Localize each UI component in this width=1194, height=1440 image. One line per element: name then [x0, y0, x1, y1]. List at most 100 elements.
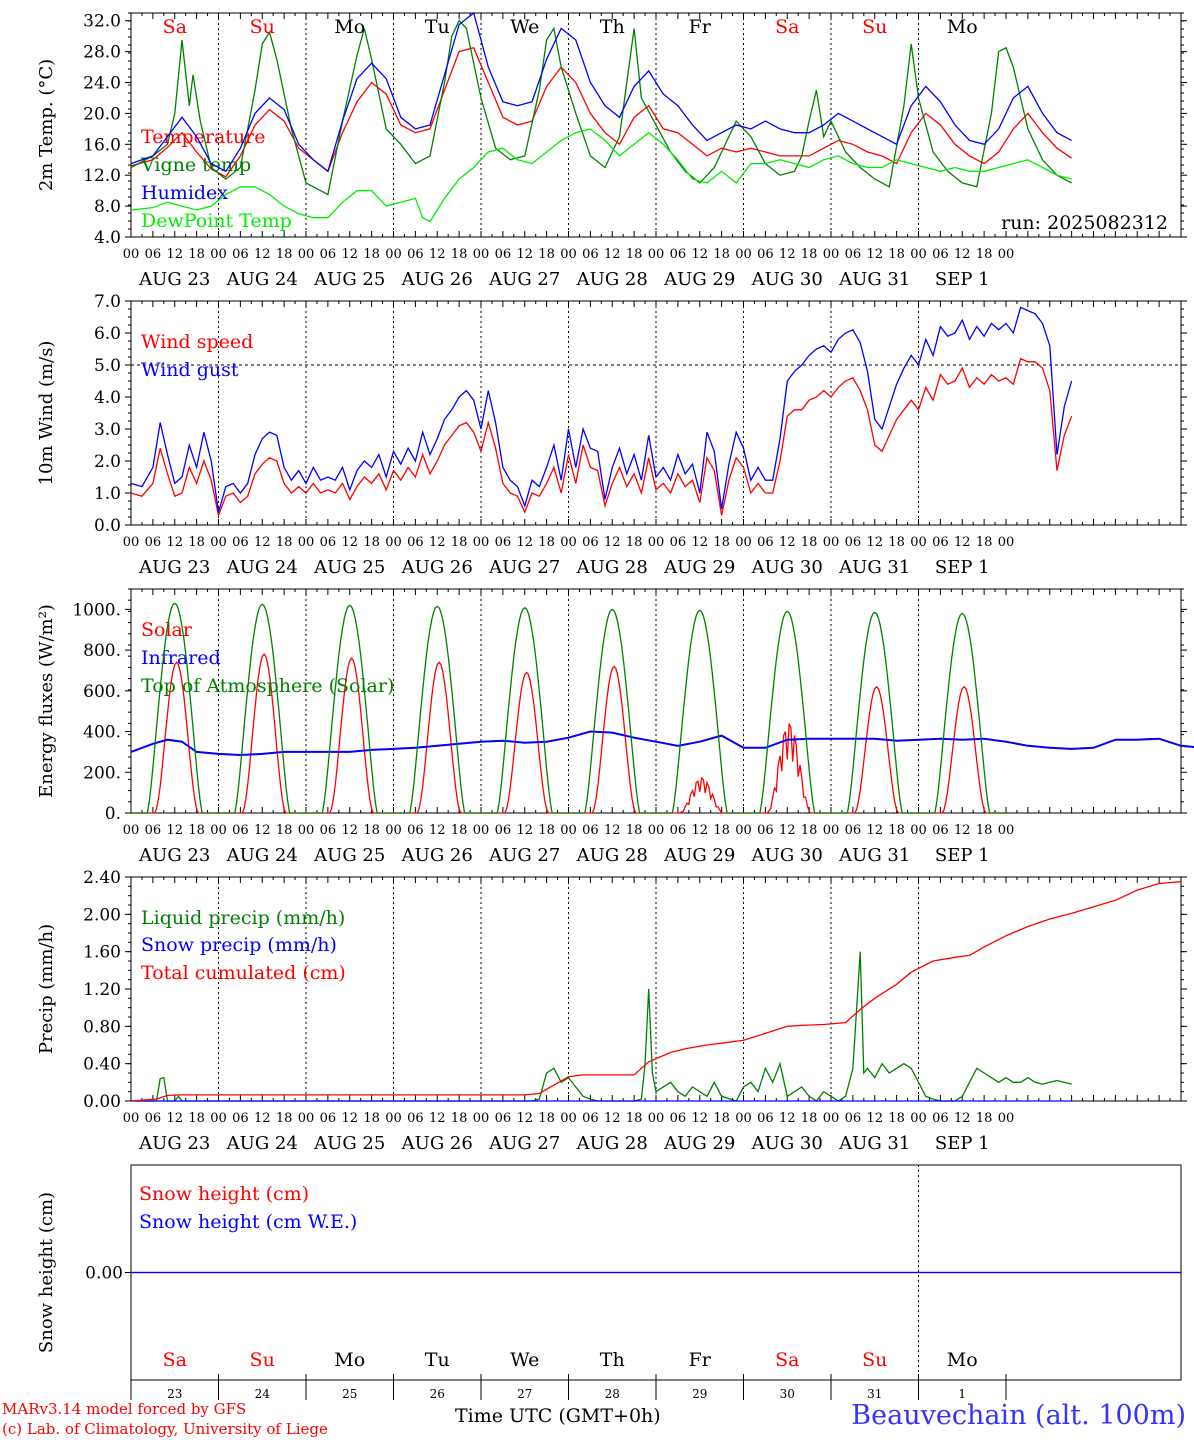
date-label: AUG 24: [226, 845, 298, 866]
hour-tick-label: 06: [495, 247, 512, 262]
y-tick-label: 5.0: [94, 356, 121, 376]
hour-tick-label: 12: [429, 1111, 446, 1126]
date-label: AUG 27: [488, 557, 560, 578]
series-line-vigne-temp: [130, 19, 1072, 196]
date-label: AUG 23: [138, 845, 210, 866]
hour-tick-label: 00: [123, 535, 140, 550]
y-tick-label: 28.0: [83, 43, 121, 63]
legend-entry: Liquid precip (mm/h): [141, 907, 345, 929]
hour-tick-label: 00: [298, 247, 315, 262]
hour-tick-label: 00: [385, 823, 402, 838]
hour-tick-label: 06: [320, 823, 337, 838]
hour-tick-label: 06: [757, 823, 774, 838]
hour-tick-label: 00: [473, 1111, 490, 1126]
hour-tick-label: 12: [779, 535, 796, 550]
hour-tick-label: 18: [976, 823, 993, 838]
date-label: AUG 29: [663, 269, 735, 290]
day-name: Fr: [689, 1349, 712, 1371]
y-tick-label: 7.0: [94, 292, 121, 312]
hour-tick-label: 06: [757, 1111, 774, 1126]
hour-tick-label: 06: [670, 823, 687, 838]
hour-tick-label: 00: [560, 247, 577, 262]
date-label: AUG 31: [838, 269, 910, 290]
day-name: Su: [250, 1349, 275, 1371]
hour-tick-label: 00: [385, 535, 402, 550]
hour-tick-label: 00: [123, 1111, 140, 1126]
hour-tick-label: 18: [801, 823, 818, 838]
date-label: AUG 31: [838, 557, 910, 578]
hour-tick-label: 12: [604, 247, 621, 262]
y-axis-label: Precip (mm/h): [36, 924, 57, 1054]
hour-tick-label: 06: [232, 535, 249, 550]
day-name: Th: [600, 16, 625, 38]
date-label: AUG 27: [488, 1133, 560, 1154]
day-number-label: 29: [692, 1387, 707, 1401]
date-label: AUG 25: [313, 269, 385, 290]
hour-tick-label: 00: [998, 247, 1015, 262]
y-tick-label: 800.: [83, 641, 121, 661]
y-tick-label: 4.0: [94, 388, 121, 408]
hour-tick-label: 18: [801, 247, 818, 262]
hour-tick-label: 12: [604, 1111, 621, 1126]
hour-tick-label: 12: [516, 1111, 533, 1126]
hour-tick-label: 00: [298, 1111, 315, 1126]
hour-tick-label: 12: [516, 247, 533, 262]
hour-tick-label: 12: [429, 823, 446, 838]
hour-tick-label: 12: [166, 823, 183, 838]
hour-tick-label: 12: [691, 823, 708, 838]
hour-tick-label: 18: [276, 1111, 293, 1126]
hour-tick-label: 12: [166, 247, 183, 262]
series-line-total-cumulated-cm-: [130, 881, 1182, 1102]
y-tick-label: 400.: [83, 723, 121, 743]
date-label: AUG 26: [401, 845, 473, 866]
hour-tick-label: 06: [145, 247, 162, 262]
hour-tick-label: 00: [560, 823, 577, 838]
hour-tick-label: 06: [932, 823, 949, 838]
day-number-label: 23: [167, 1387, 182, 1401]
hour-tick-label: 18: [976, 247, 993, 262]
hour-tick-label: 06: [320, 1111, 337, 1126]
day-number-label: 24: [255, 1387, 271, 1401]
y-tick-label: 16.0: [83, 135, 121, 155]
legend-entry: DewPoint Temp: [141, 210, 292, 232]
hour-tick-label: 00: [910, 1111, 927, 1126]
hour-tick-label: 18: [188, 535, 205, 550]
y-tick-label: 4.0: [94, 228, 121, 248]
hour-tick-label: 12: [429, 247, 446, 262]
y-tick-label: 0.0: [94, 516, 121, 536]
hour-tick-label: 18: [538, 535, 555, 550]
hour-tick-label: 06: [407, 1111, 424, 1126]
hour-tick-label: 06: [145, 1111, 162, 1126]
hour-tick-label: 18: [538, 1111, 555, 1126]
date-label: AUG 28: [576, 557, 648, 578]
series-line-temperature: [130, 47, 1072, 178]
y-tick-label: 20.0: [83, 104, 121, 124]
hour-tick-label: 06: [670, 535, 687, 550]
day-name: Sa: [163, 16, 187, 38]
hour-tick-label: 06: [845, 535, 862, 550]
hour-tick-label: 12: [604, 823, 621, 838]
hour-tick-label: 06: [495, 1111, 512, 1126]
hour-tick-label: 06: [757, 247, 774, 262]
day-name: Mo: [947, 1349, 978, 1371]
day-name: We: [510, 1349, 539, 1371]
day-name: Sa: [775, 16, 799, 38]
hour-tick-label: 18: [276, 535, 293, 550]
series-line-liquid-precip-mm-h-: [131, 951, 1072, 1102]
hour-tick-label: 00: [648, 247, 665, 262]
hour-tick-label: 00: [735, 247, 752, 262]
hour-tick-label: 18: [188, 247, 205, 262]
hour-tick-label: 06: [582, 535, 599, 550]
y-tick-label: 32.0: [83, 12, 121, 32]
hour-tick-label: 06: [932, 247, 949, 262]
day-name: Tu: [425, 16, 450, 38]
hour-tick-label: 12: [691, 1111, 708, 1126]
hour-tick-label: 18: [626, 247, 643, 262]
y-tick-label: 2.0: [94, 452, 121, 472]
legend-entry: Infrared: [141, 647, 221, 669]
hour-tick-label: 18: [626, 1111, 643, 1126]
series-line-dewpoint-temp: [130, 128, 1072, 223]
hour-tick-label: 18: [713, 247, 730, 262]
hour-tick-label: 18: [888, 535, 905, 550]
hour-tick-label: 18: [451, 247, 468, 262]
